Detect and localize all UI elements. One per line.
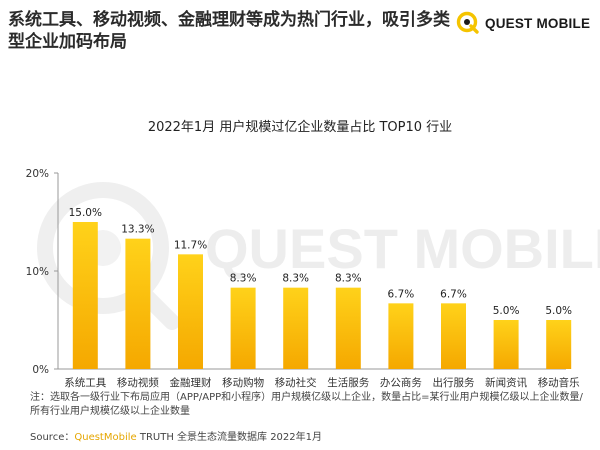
x-tick-label: 移动社交 bbox=[275, 376, 317, 389]
x-tick-label: 移动音乐 bbox=[538, 376, 580, 389]
x-axis-labels: 系统工具 移动视频 金融理财 移动购物 移动社交 生活服务 办公商务 出行服务 新闻资讯 移动音乐 bbox=[64, 376, 580, 389]
bar bbox=[388, 303, 414, 369]
value-labels: 15.0% 13.3% 11.7% 8.3% 8.3% 8.3% 6.7% 6.7% 5.0% 5… bbox=[69, 207, 572, 317]
bar-value-label: 6.7% bbox=[440, 288, 467, 300]
x-tick-label: 移动购物 bbox=[222, 376, 264, 389]
source-prefix: Source： bbox=[30, 432, 75, 443]
bar bbox=[178, 254, 203, 369]
brand-logo: QUEST MOBILE bbox=[456, 10, 590, 36]
bar bbox=[230, 287, 256, 369]
source-brand: QuestMobile bbox=[74, 432, 137, 443]
chart-title: 2022年1月 用户规模过亿企业数量占比 TOP10 行业 bbox=[147, 120, 453, 135]
y-tick-label: 20% bbox=[26, 168, 49, 180]
bar-value-label: 13.3% bbox=[121, 224, 154, 236]
source-rest: TRUTH 全景生态流量数据库 2022年1月 bbox=[136, 432, 323, 443]
bar-value-label: 8.3% bbox=[282, 273, 309, 285]
bar-value-label: 8.3% bbox=[230, 273, 257, 285]
bar bbox=[493, 320, 519, 369]
x-tick-label: 出行服务 bbox=[433, 376, 475, 389]
bar bbox=[72, 222, 98, 369]
brand-name: QUEST MOBILE bbox=[485, 15, 591, 31]
questmobile-logo-icon bbox=[456, 11, 479, 34]
footnote: 注：选取各一级行业下布局应用（APP/APP和小程序）用户规模亿级以上企业，数量… bbox=[30, 392, 583, 417]
bar bbox=[546, 320, 572, 369]
page-headline: 系统工具、移动视频、金融理财等成为热门行业，吸引多类型企业加码布局 bbox=[8, 10, 450, 52]
bar-value-label: 6.7% bbox=[388, 288, 415, 300]
bar bbox=[335, 287, 361, 369]
x-tick-label: 系统工具 bbox=[64, 376, 106, 389]
x-tick-label: 生活服务 bbox=[327, 376, 369, 389]
watermark-text: QUEST MOBILE bbox=[205, 217, 600, 280]
x-tick-label: 金融理财 bbox=[170, 376, 212, 389]
y-tick-label: 10% bbox=[26, 266, 49, 278]
bar-value-label: 5.0% bbox=[493, 305, 520, 317]
bar-value-label: 8.3% bbox=[335, 273, 362, 285]
bar bbox=[125, 238, 151, 369]
bar-value-label: 11.7% bbox=[174, 239, 207, 251]
bar bbox=[441, 303, 466, 369]
y-tick-label: 0% bbox=[32, 364, 49, 376]
x-tick-label: 新闻资讯 bbox=[485, 376, 527, 389]
bar bbox=[283, 287, 309, 369]
source-line: Source：QuestMobile TRUTH 全景生态流量数据库 2022年… bbox=[30, 428, 322, 443]
bar-value-label: 5.0% bbox=[545, 305, 572, 317]
x-tick-label: 移动视频 bbox=[117, 376, 159, 389]
bar-value-label: 15.0% bbox=[69, 207, 102, 219]
x-tick-label: 办公商务 bbox=[380, 376, 422, 389]
bars bbox=[72, 222, 572, 369]
